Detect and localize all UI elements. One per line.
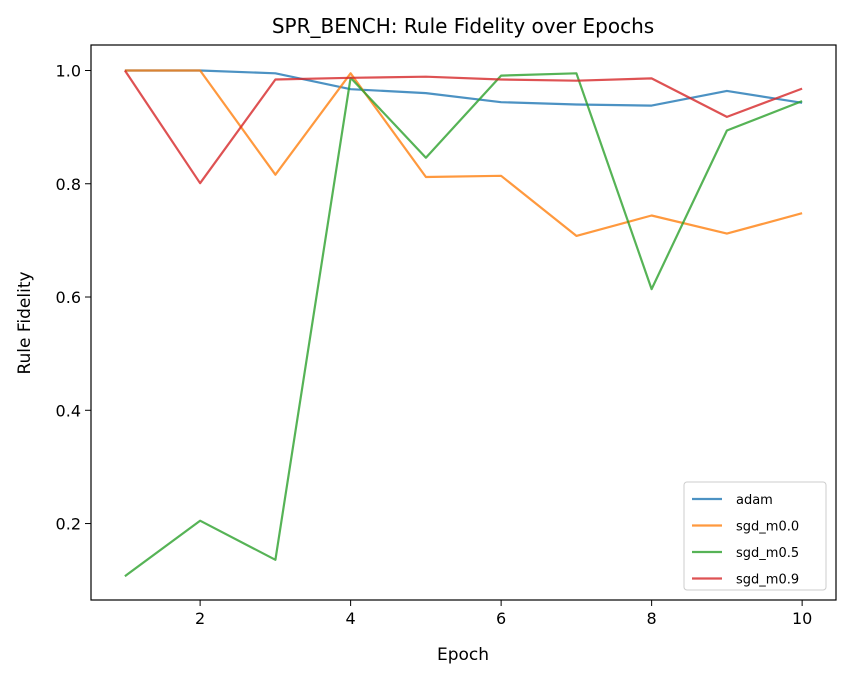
x-tick-label: 10 xyxy=(792,609,812,628)
y-tick-label: 0.4 xyxy=(56,401,81,420)
legend: adam sgd_m0.0 sgd_m0.5 sgd_m0.9 xyxy=(683,481,827,591)
plot-frame xyxy=(90,44,837,601)
legend-label: sgd_m0.5 xyxy=(736,546,799,561)
legend-label: sgd_m0.0 xyxy=(736,520,799,535)
legend-label: adam xyxy=(736,493,773,508)
y-tick-label: 0.2 xyxy=(56,515,81,534)
y-tick-label: 1.0 xyxy=(56,61,81,80)
chart-title: SPR_BENCH: Rule Fidelity over Epochs xyxy=(272,14,654,38)
x-axis-label: Epoch xyxy=(437,645,489,665)
series-line-sgd-m0-9 xyxy=(123,69,803,185)
y-axis-label: Rule Fidelity xyxy=(15,271,35,374)
plot-lines xyxy=(123,69,803,578)
y-axis: 0.2 0.4 0.6 0.8 1.0 xyxy=(56,61,91,534)
x-tick-label: 8 xyxy=(647,609,657,628)
series-line-sgd-m0-0 xyxy=(124,69,803,237)
x-tick-label: 6 xyxy=(496,609,506,628)
x-tick-label: 4 xyxy=(346,609,356,628)
x-axis: 2 4 6 8 10 xyxy=(195,600,812,628)
y-tick-label: 0.8 xyxy=(56,175,81,194)
legend-box xyxy=(683,481,827,591)
y-tick-label: 0.6 xyxy=(56,288,81,307)
legend-label: sgd_m0.9 xyxy=(736,573,799,588)
x-tick-label: 2 xyxy=(195,609,205,628)
series-line-sgd-m0-5 xyxy=(124,72,803,578)
